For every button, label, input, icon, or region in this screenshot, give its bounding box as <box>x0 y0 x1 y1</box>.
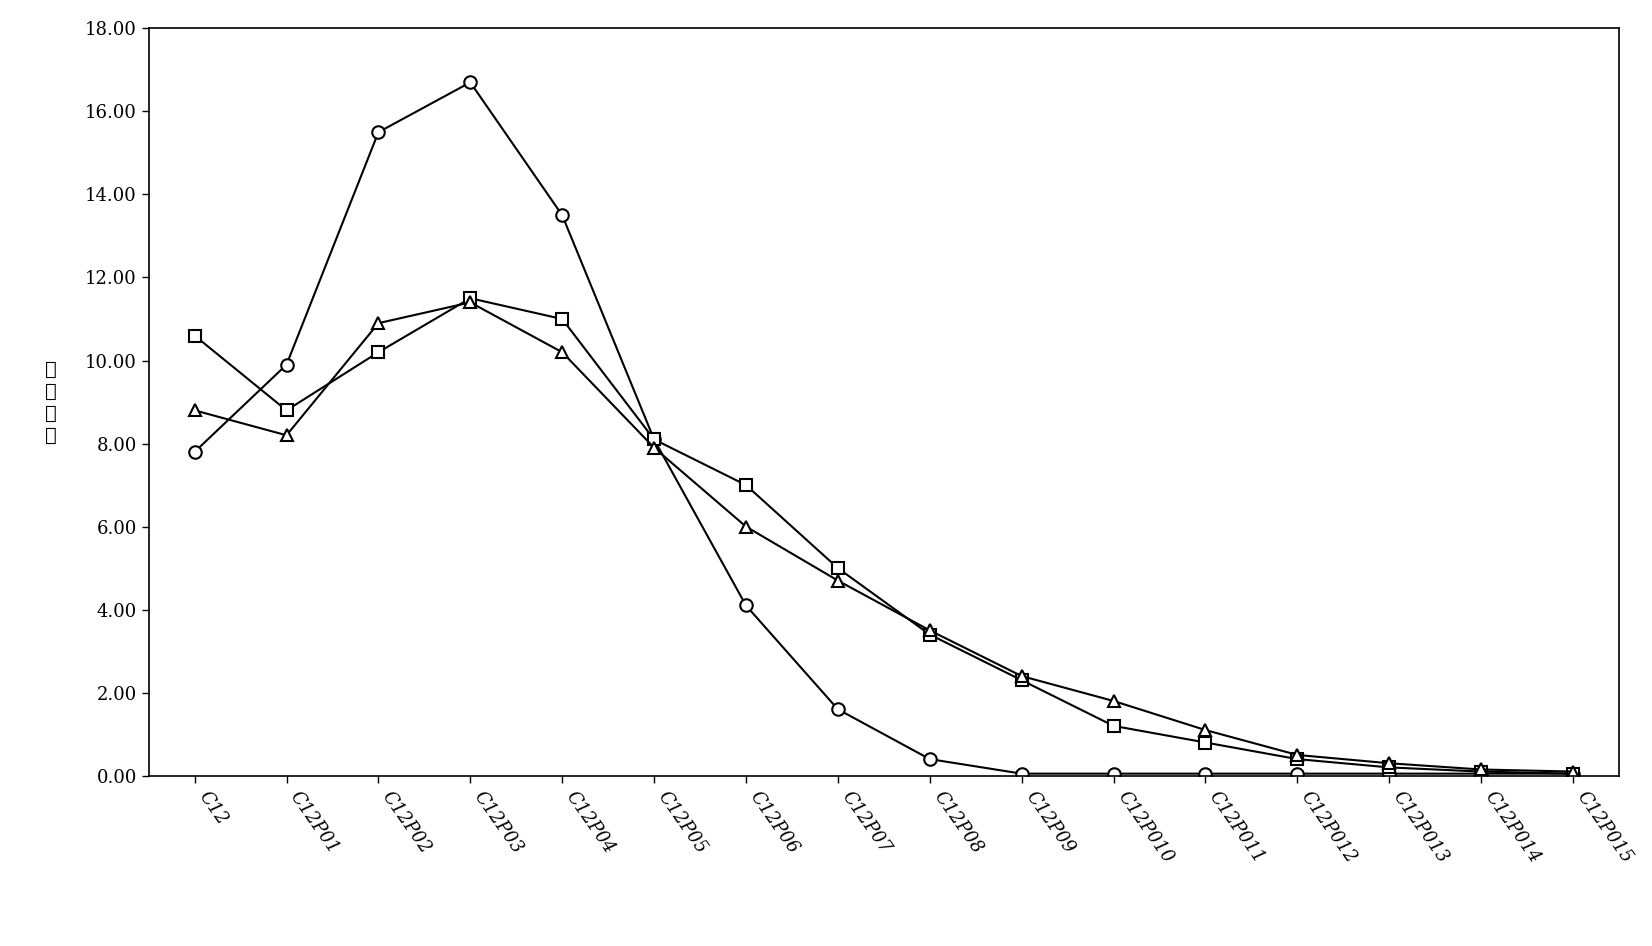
Y-axis label: 百
分
含
量: 百 分 含 量 <box>46 359 58 445</box>
